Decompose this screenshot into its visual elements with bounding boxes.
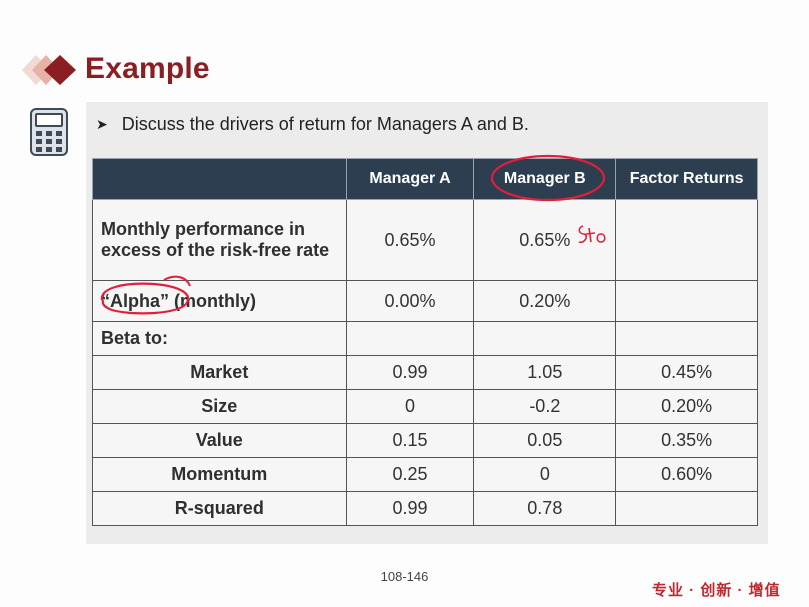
table-header-row: Manager A Manager B Factor Returns xyxy=(92,158,758,200)
page-number: 108-146 xyxy=(380,569,429,584)
header-manager-a: Manager A xyxy=(345,158,475,200)
table-row: Monthly performance in excess of the ris… xyxy=(92,199,758,281)
arrow-bullet-icon: ➤ xyxy=(96,116,108,132)
factor-cell: 0.35% xyxy=(615,423,758,458)
manager-a-cell xyxy=(345,321,475,356)
row-label: Market xyxy=(92,355,347,390)
returns-table: Manager A Manager B Factor Returns Month… xyxy=(92,158,758,526)
manager-b-cell: 1.05 xyxy=(473,355,617,390)
manager-a-cell: 0.99 xyxy=(345,355,475,390)
table-row: “Alpha” (monthly) 0.00% 0.20% xyxy=(92,280,758,322)
header-cell-empty xyxy=(92,158,347,200)
manager-a-cell: 0.15 xyxy=(345,423,475,458)
table-row: Market 0.99 1.05 0.45% xyxy=(92,355,758,390)
row-label: Size xyxy=(92,389,347,424)
factor-cell: 0.20% xyxy=(615,389,758,424)
factor-cell xyxy=(615,280,758,322)
manager-a-cell: 0 xyxy=(345,389,475,424)
manager-b-cell: 0 xyxy=(473,457,617,492)
row-label: “Alpha” (monthly) xyxy=(92,280,347,322)
table-row: Momentum 0.25 0 0.60% xyxy=(92,457,758,492)
factor-cell xyxy=(615,199,758,281)
table-row: Size 0 -0.2 0.20% xyxy=(92,389,758,424)
footer-slogan: 专业 · 创新 · 增值 xyxy=(652,582,781,599)
row-label: Momentum xyxy=(92,457,347,492)
header-manager-b: Manager B xyxy=(473,158,617,200)
diamond-icon xyxy=(22,55,76,85)
manager-a-cell: 0.99 xyxy=(345,491,475,526)
manager-a-cell: 0.25 xyxy=(345,457,475,492)
factor-cell xyxy=(615,321,758,356)
factor-cell: 0.45% xyxy=(615,355,758,390)
factor-cell xyxy=(615,491,758,526)
manager-b-cell: 0.78 xyxy=(473,491,617,526)
row-label: Value xyxy=(92,423,347,458)
row-label: Beta to: xyxy=(92,321,347,356)
manager-a-cell: 0.00% xyxy=(345,280,475,322)
manager-b-cell: -0.2 xyxy=(473,389,617,424)
header-factor-returns: Factor Returns xyxy=(615,158,758,200)
page-title: Example xyxy=(85,52,210,85)
manager-a-cell: 0.65% xyxy=(345,199,475,281)
bullet-text: Discuss the drivers of return for Manage… xyxy=(121,114,529,134)
manager-b-cell: 0.65% xyxy=(473,199,617,281)
bullet-item: ➤ Discuss the drivers of return for Mana… xyxy=(96,114,529,135)
manager-b-cell: 0.05 xyxy=(473,423,617,458)
table-row: R-squared 0.99 0.78 xyxy=(92,491,758,526)
manager-b-cell xyxy=(473,321,617,356)
factor-cell: 0.60% xyxy=(615,457,758,492)
table-row: Beta to: xyxy=(92,321,758,356)
table-row: Value 0.15 0.05 0.35% xyxy=(92,423,758,458)
manager-b-cell: 0.20% xyxy=(473,280,617,322)
row-label: R-squared xyxy=(92,491,347,526)
calculator-icon xyxy=(30,108,68,156)
row-label: Monthly performance in excess of the ris… xyxy=(92,199,347,281)
